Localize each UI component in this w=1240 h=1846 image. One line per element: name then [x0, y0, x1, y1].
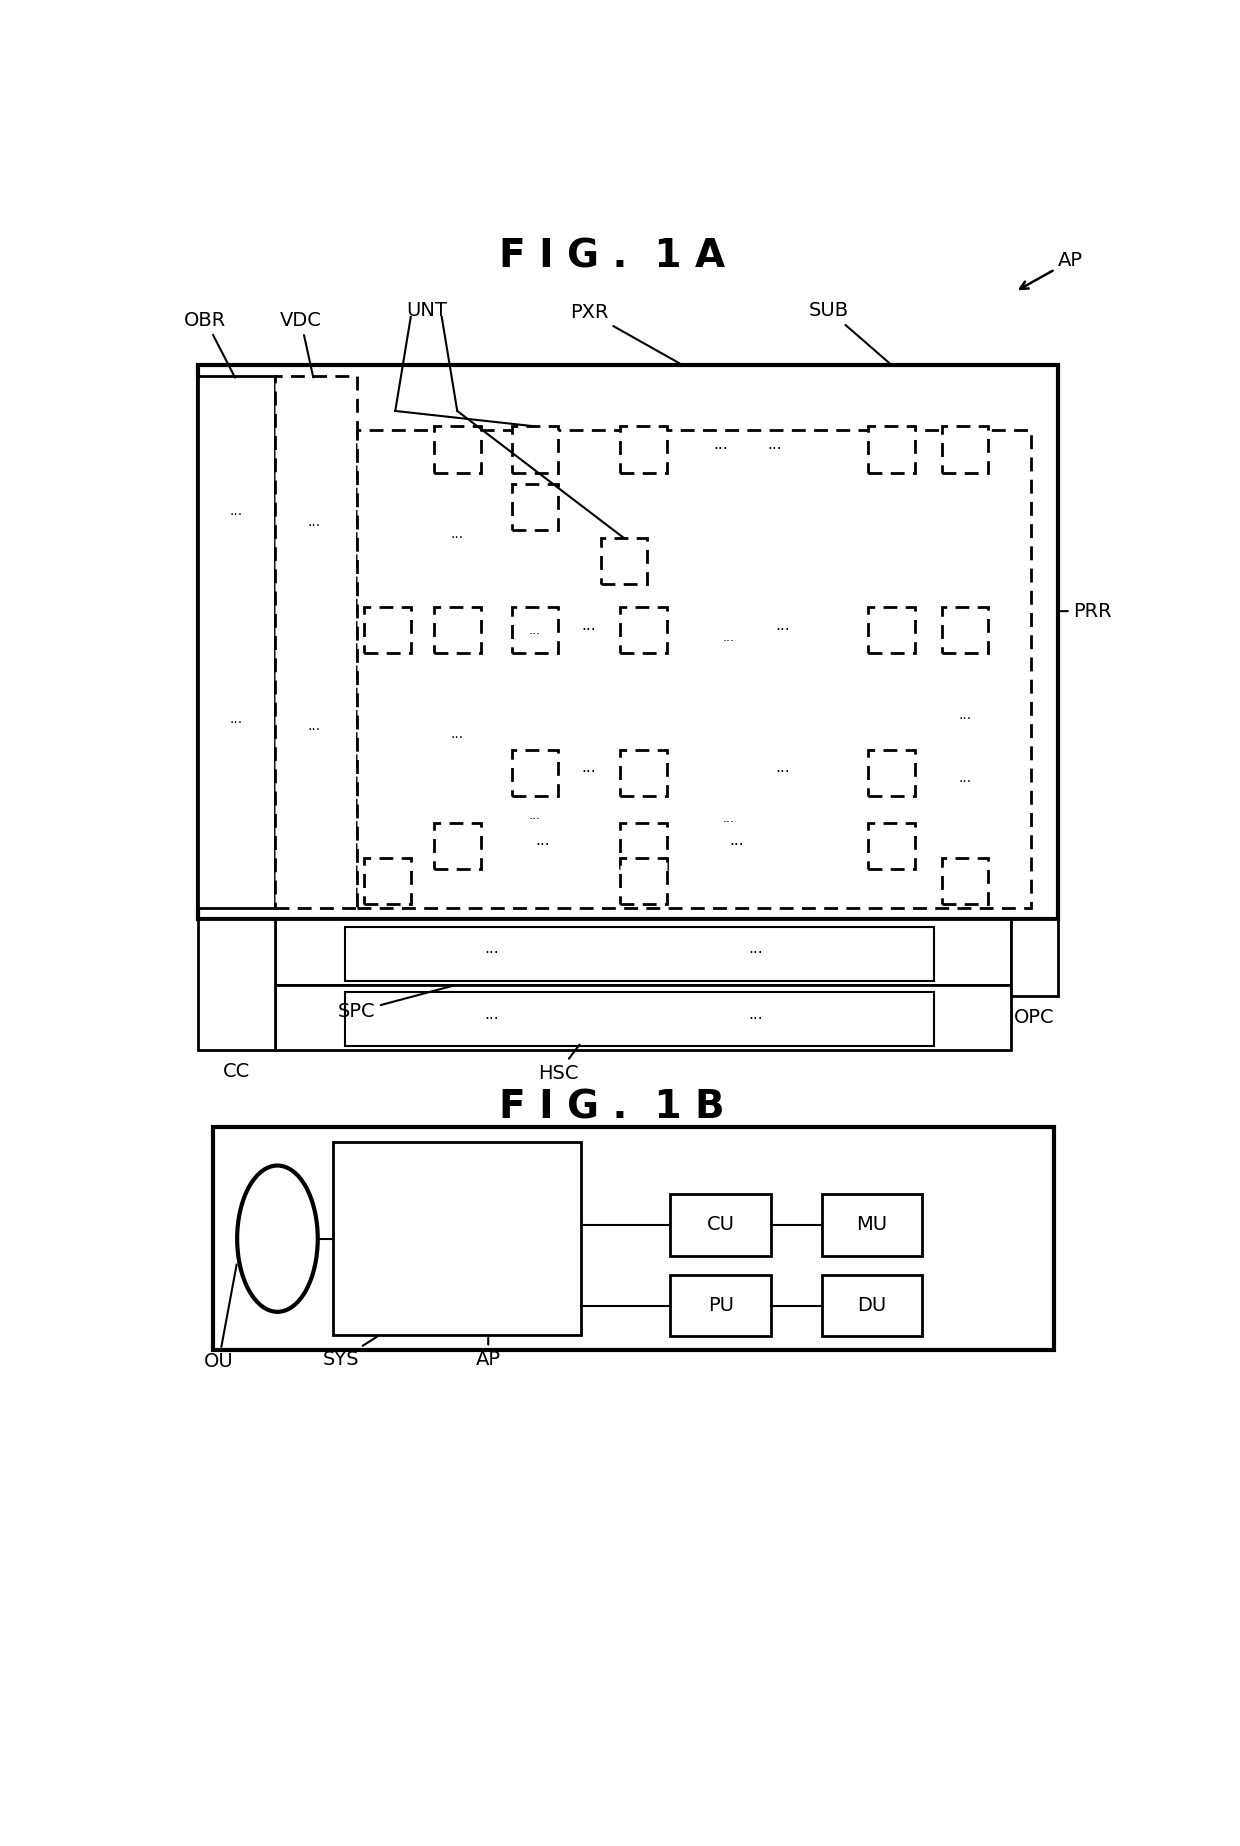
Text: OBR: OBR: [185, 310, 236, 378]
Bar: [345, 993, 934, 1047]
Bar: [511, 749, 558, 796]
Bar: [275, 377, 357, 908]
Bar: [600, 537, 647, 583]
Text: F I G .  1 A: F I G . 1 A: [500, 238, 725, 275]
Bar: [821, 1194, 923, 1255]
Text: ···: ···: [229, 508, 243, 522]
Text: ···: ···: [959, 713, 971, 725]
Bar: [434, 823, 481, 869]
Bar: [365, 607, 410, 653]
Text: ···: ···: [450, 532, 464, 545]
Text: HSC: HSC: [538, 1045, 579, 1082]
Bar: [620, 607, 667, 653]
Text: OPC: OPC: [1014, 1008, 1055, 1026]
Text: PU: PU: [708, 1296, 734, 1314]
Bar: [213, 1128, 1054, 1349]
Bar: [197, 366, 1058, 919]
Text: ···: ···: [713, 441, 728, 458]
Text: UNT: UNT: [405, 301, 446, 321]
Text: AP: AP: [1021, 251, 1083, 288]
Text: SPC: SPC: [337, 986, 455, 1021]
Bar: [671, 1194, 771, 1255]
Bar: [511, 607, 558, 653]
Text: ···: ···: [229, 716, 243, 729]
Bar: [951, 919, 978, 932]
Text: ···: ···: [485, 1012, 500, 1026]
Text: OU: OU: [203, 1265, 237, 1372]
Text: ···: ···: [748, 1012, 763, 1026]
Text: ···: ···: [450, 731, 464, 746]
Text: DU: DU: [857, 1296, 887, 1314]
Text: ···: ···: [775, 766, 790, 781]
Text: ···: ···: [308, 724, 320, 738]
Bar: [275, 984, 1012, 1050]
Text: ···: ···: [775, 622, 790, 639]
Bar: [671, 1276, 771, 1337]
Bar: [511, 484, 558, 530]
Bar: [620, 749, 667, 796]
Bar: [444, 919, 471, 932]
Text: PXR: PXR: [569, 303, 680, 364]
Bar: [197, 377, 275, 908]
Text: ···: ···: [582, 622, 596, 639]
Text: ···: ···: [723, 635, 734, 648]
Bar: [868, 823, 915, 869]
Text: ···: ···: [582, 766, 596, 781]
Bar: [434, 607, 481, 653]
Text: ···: ···: [528, 812, 541, 825]
Text: F I G .  1 B: F I G . 1 B: [500, 1089, 725, 1126]
Text: ···: ···: [528, 628, 541, 641]
Bar: [1012, 919, 1058, 997]
Text: MU: MU: [857, 1215, 888, 1235]
Text: ···: ···: [959, 775, 971, 788]
Bar: [941, 858, 988, 905]
Text: ···: ···: [308, 519, 320, 533]
Text: ···: ···: [723, 816, 734, 829]
Bar: [821, 1276, 923, 1337]
Text: ···: ···: [485, 947, 500, 962]
Bar: [868, 749, 915, 796]
Bar: [357, 430, 1030, 908]
Text: ···: ···: [729, 838, 744, 853]
Bar: [511, 426, 558, 473]
Text: SYS: SYS: [322, 1337, 377, 1370]
Bar: [345, 927, 934, 980]
Text: ···: ···: [536, 838, 549, 853]
Bar: [941, 607, 988, 653]
Text: CU: CU: [707, 1215, 735, 1235]
Bar: [365, 858, 410, 905]
Bar: [620, 426, 667, 473]
Bar: [197, 919, 275, 1050]
Text: PRR: PRR: [1060, 602, 1112, 620]
Bar: [629, 919, 657, 932]
Bar: [334, 1143, 582, 1335]
Text: ···: ···: [748, 947, 763, 962]
Bar: [868, 607, 915, 653]
Text: AP: AP: [476, 1338, 501, 1370]
Ellipse shape: [237, 1165, 317, 1313]
Bar: [620, 858, 667, 905]
Text: ···: ···: [768, 441, 782, 458]
Bar: [941, 426, 988, 473]
Bar: [434, 426, 481, 473]
Bar: [868, 426, 915, 473]
Text: SUB: SUB: [810, 301, 889, 364]
Bar: [620, 823, 667, 869]
Bar: [275, 919, 1012, 984]
Text: CC: CC: [223, 1061, 250, 1082]
Text: VDC: VDC: [280, 310, 321, 377]
